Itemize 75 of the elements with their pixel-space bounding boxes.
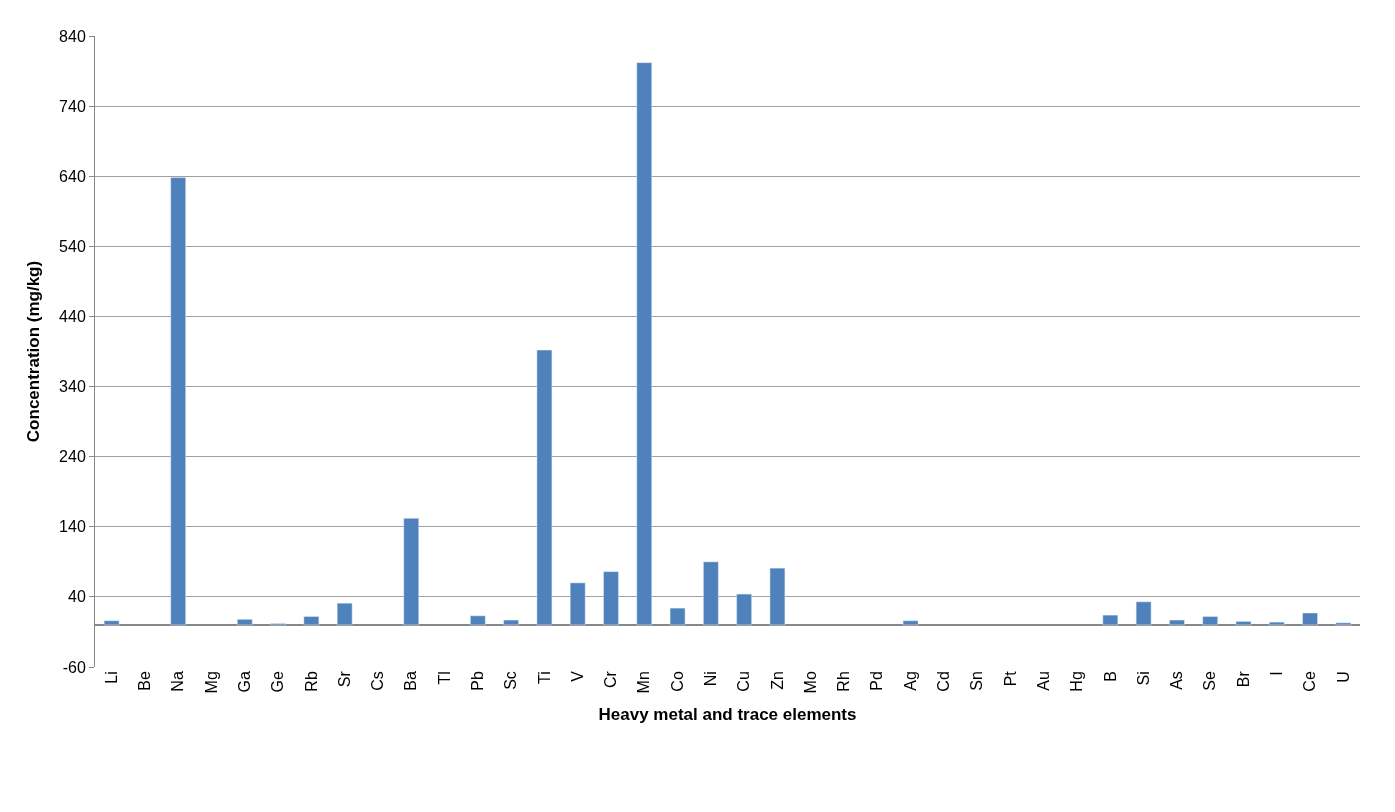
x-tick-label: Be xyxy=(136,671,154,691)
bar xyxy=(503,619,519,626)
y-tick-label: 240 xyxy=(59,448,86,466)
x-tick-label: Pb xyxy=(469,671,487,691)
x-tick-label: Sn xyxy=(968,671,986,691)
x-tick-label: Br xyxy=(1234,670,1252,688)
x-tick-label: Cr xyxy=(602,670,620,689)
x-tick-label: Pd xyxy=(868,671,886,691)
x-tick-label: I xyxy=(1267,671,1285,676)
x-tick-label: Pt xyxy=(1001,670,1019,687)
bar xyxy=(1235,621,1252,626)
bar xyxy=(736,593,752,626)
y-tick-label: -60 xyxy=(62,658,86,676)
x-tick-label: Mg xyxy=(202,671,220,694)
y-tick-label: 840 xyxy=(59,27,86,45)
x-tick-label: Rb xyxy=(302,671,320,692)
x-tick-label: Co xyxy=(668,671,686,692)
x-tick-label: Ga xyxy=(236,671,253,693)
bar xyxy=(1302,612,1318,626)
y-axis-title: Concentration (mg/kg) xyxy=(23,260,43,443)
x-tick-label: Si xyxy=(1134,671,1152,686)
y-tick-label: 140 xyxy=(59,518,86,536)
x-tick-label: U xyxy=(1334,671,1352,683)
bar xyxy=(403,518,419,626)
x-tick-label: Li xyxy=(102,671,120,684)
x-tick-label: Mn xyxy=(635,671,653,694)
x-tick-label: B xyxy=(1101,671,1119,682)
x-tick-label: Hg xyxy=(1068,671,1086,692)
bar xyxy=(636,62,653,626)
bar xyxy=(170,177,186,626)
x-axis-title: Heavy metal and trace elements xyxy=(598,704,857,724)
x-tick-label: Ti xyxy=(535,671,553,684)
x-tick-label: Rh xyxy=(835,671,853,692)
x-tick-label: Tl xyxy=(435,671,453,685)
x-tick-label: As xyxy=(1168,671,1186,690)
y-tick-label: 440 xyxy=(59,308,86,326)
bar xyxy=(336,602,353,626)
x-tick-label: Sc xyxy=(502,671,520,690)
bar xyxy=(902,620,919,626)
x-tick-label: Mo xyxy=(801,671,819,694)
x-tick-label: Sr xyxy=(335,670,353,688)
x-tick-label: Zn xyxy=(768,671,786,690)
x-tick-label: Ge xyxy=(269,671,287,693)
x-tick-label: V xyxy=(568,670,586,682)
y-tick-label: 40 xyxy=(68,588,86,606)
y-tick-label: 640 xyxy=(59,167,86,185)
x-tick-label: Ni xyxy=(702,671,720,687)
bar xyxy=(1135,601,1152,626)
bar xyxy=(536,349,553,626)
x-tick-label: Cd xyxy=(935,671,953,692)
bar xyxy=(1102,614,1119,626)
x-tick-label: Cu xyxy=(735,671,753,692)
bar xyxy=(103,620,120,626)
x-tick-label: Na xyxy=(169,671,187,692)
bar xyxy=(303,616,320,626)
x-tick-label: Au xyxy=(1034,671,1052,691)
x-tick-label: Ba xyxy=(402,671,420,691)
y-tick-label: 540 xyxy=(59,237,86,255)
x-tick-label: Cs xyxy=(369,671,387,691)
y-tick-label: 340 xyxy=(59,378,86,396)
bar xyxy=(237,619,253,626)
bar xyxy=(669,607,686,626)
y-tick-label: 740 xyxy=(59,97,86,115)
bar xyxy=(1269,621,1285,626)
bar xyxy=(603,571,619,626)
bar xyxy=(1335,622,1352,626)
bar xyxy=(769,567,786,626)
x-tick-label: Se xyxy=(1201,671,1219,691)
bar xyxy=(1202,616,1218,626)
bar xyxy=(703,561,719,626)
bar xyxy=(569,582,586,626)
x-tick-label: Ag xyxy=(901,671,919,691)
bar xyxy=(470,615,486,626)
x-tick-label: Ce xyxy=(1301,671,1319,692)
bar xyxy=(1169,619,1185,626)
